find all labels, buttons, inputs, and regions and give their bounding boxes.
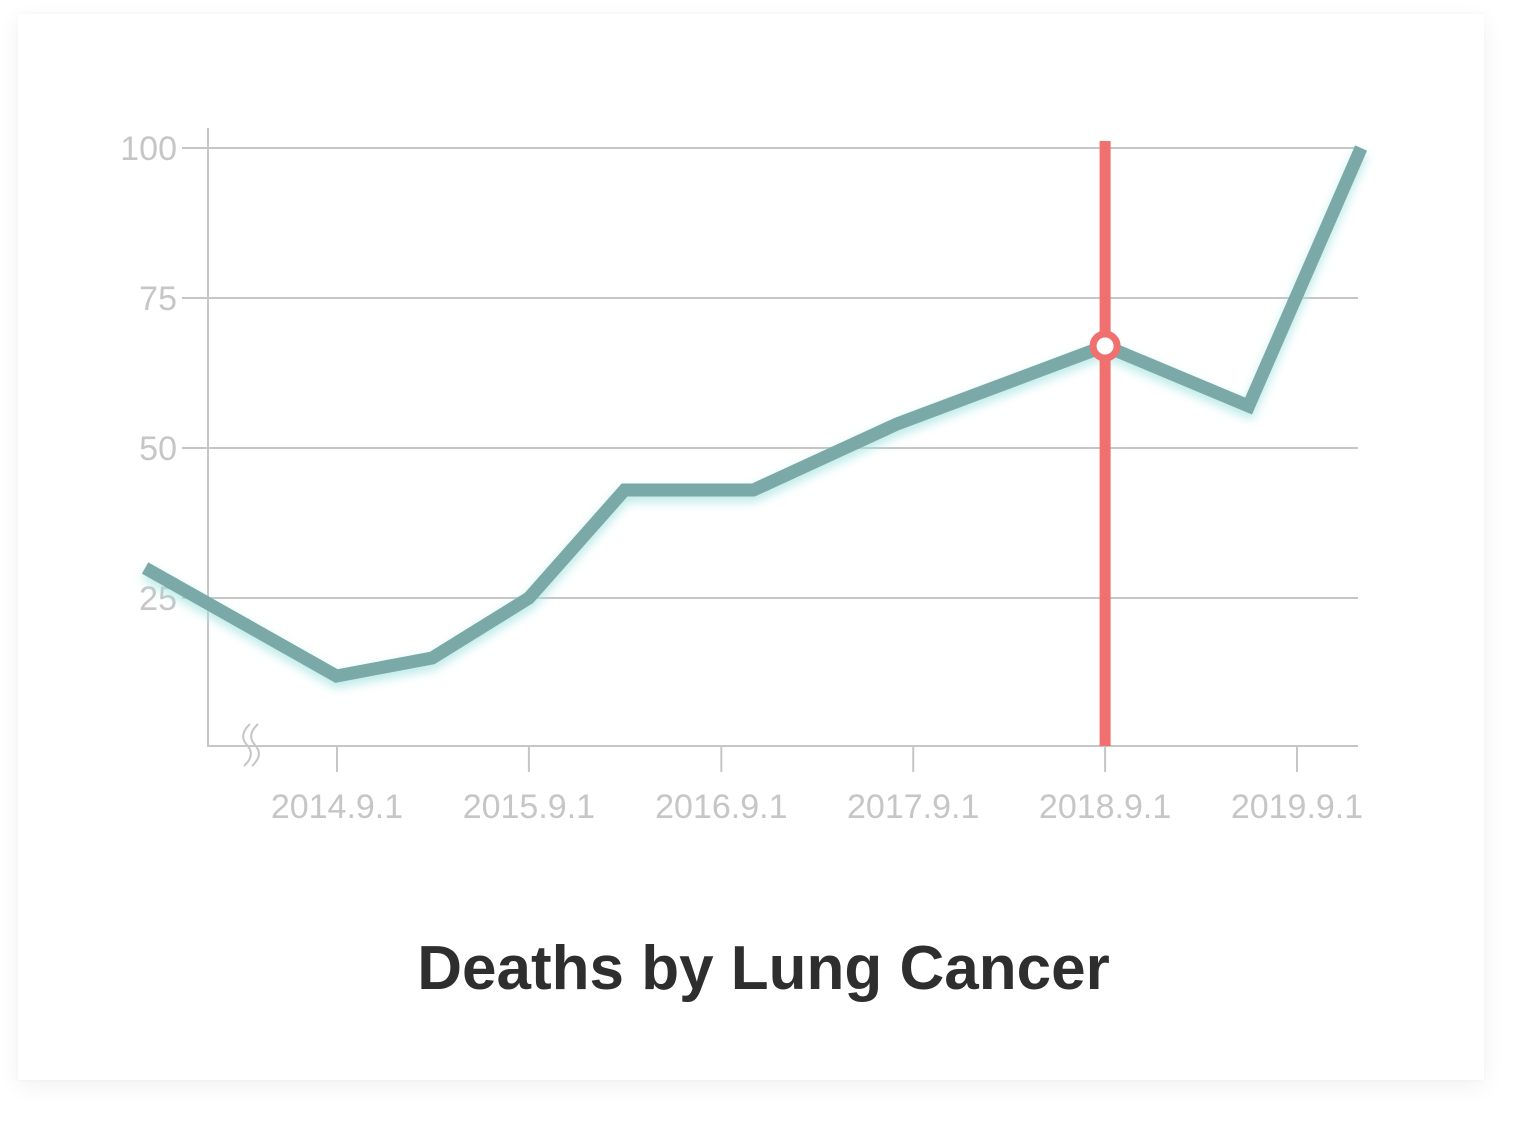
axis-break-mark-2	[250, 723, 260, 767]
series-glow-0	[141, 150, 1368, 689]
y-tick-label-75: 75	[139, 280, 177, 318]
series-layer	[141, 145, 1368, 689]
y-tick-label-50: 50	[139, 430, 177, 468]
x-tick-label-3: 2017.9.1	[847, 788, 979, 826]
x-tick-label-5: 2019.9.1	[1231, 788, 1363, 826]
series-line-0	[141, 145, 1368, 683]
chart-card	[18, 14, 1484, 1080]
x-tick-label-1: 2015.9.1	[463, 788, 595, 826]
cursor-layer[interactable]	[1089, 141, 1121, 746]
x-tick-label-0: 2014.9.1	[271, 788, 403, 826]
x-tick-label-4: 2018.9.1	[1039, 788, 1171, 826]
chart-title: Deaths by Lung Cancer	[417, 934, 1110, 1003]
y-tick-label-100: 100	[120, 130, 177, 168]
axis-break-mark-1	[242, 723, 252, 767]
cursor-marker[interactable]	[1089, 330, 1121, 362]
grid-layer	[182, 147, 1358, 599]
x-tick-label-2: 2016.9.1	[655, 788, 787, 826]
